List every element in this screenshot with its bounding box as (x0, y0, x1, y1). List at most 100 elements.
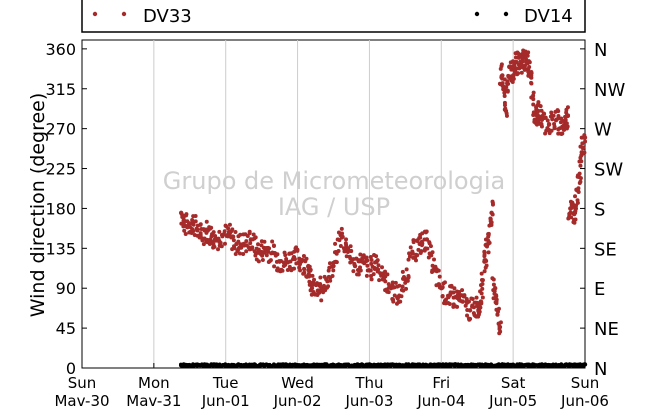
data-point (383, 279, 388, 284)
data-point (440, 293, 445, 298)
data-point (239, 245, 244, 250)
data-point (491, 277, 496, 282)
data-point (302, 270, 307, 275)
data-point (505, 89, 510, 94)
data-point (337, 238, 342, 243)
data-point (428, 244, 433, 249)
data-point (451, 290, 456, 295)
data-point (466, 299, 471, 304)
data-point (201, 242, 206, 247)
data-point (582, 135, 588, 140)
data-point (470, 296, 475, 301)
data-point (182, 228, 187, 233)
data-point (404, 267, 409, 272)
data-point (573, 194, 578, 199)
data-point (576, 189, 581, 194)
data-point (432, 257, 437, 262)
data-point (222, 241, 227, 246)
data-point (233, 230, 238, 235)
data-point (546, 122, 551, 127)
data-point (295, 248, 300, 253)
data-point (310, 273, 315, 278)
data-point (207, 242, 212, 247)
data-point (318, 275, 323, 280)
data-point (256, 259, 261, 264)
data-point (283, 253, 288, 258)
data-point (398, 299, 403, 304)
data-point (415, 253, 420, 258)
x-tick-label-date: Mav-31 (126, 392, 181, 409)
data-point (498, 320, 503, 325)
data-point (442, 280, 447, 285)
data-point (383, 269, 388, 274)
data-point (523, 63, 528, 68)
data-point (498, 66, 503, 71)
data-point (490, 200, 495, 205)
data-point (504, 84, 509, 89)
watermark-line-1: Grupo de Micrometeorologia (163, 167, 505, 195)
compass-label: S (594, 199, 605, 220)
data-point (344, 254, 349, 259)
data-point (498, 325, 503, 330)
data-point (326, 268, 331, 273)
gridlines (153, 40, 514, 368)
data-point (245, 234, 250, 239)
data-point (512, 63, 517, 68)
data-point (573, 217, 578, 222)
data-point (231, 234, 236, 239)
data-point (511, 76, 516, 81)
data-point (551, 113, 556, 118)
data-point (358, 268, 363, 273)
data-point (244, 239, 249, 244)
data-point (526, 59, 531, 64)
data-point (349, 248, 354, 253)
data-point (482, 250, 487, 255)
data-point (526, 50, 531, 55)
data-point (419, 249, 424, 254)
x-tick-label-date: Jun-06 (560, 392, 609, 409)
data-point (345, 246, 350, 251)
data-point (538, 104, 543, 109)
data-point (539, 108, 544, 113)
data-point (371, 272, 376, 277)
data-point (565, 124, 570, 129)
data-point (369, 277, 374, 282)
data-point (340, 234, 345, 239)
data-point (397, 283, 402, 288)
data-point (545, 118, 550, 123)
plot-frame (81, 39, 586, 369)
data-point (364, 273, 369, 278)
data-point (356, 272, 361, 277)
data-point (400, 269, 405, 274)
data-point (275, 252, 280, 257)
data-point (321, 283, 326, 288)
data-point (326, 284, 331, 289)
y-tick-label: 0 (66, 359, 76, 378)
data-point (267, 246, 272, 251)
data-point (578, 176, 583, 181)
x-tick-label-day: Sun (68, 374, 97, 392)
data-point (573, 206, 578, 211)
data-point (582, 150, 587, 155)
data-point (365, 263, 370, 268)
data-point (487, 240, 492, 245)
data-point (375, 258, 380, 263)
data-point (345, 249, 350, 254)
data-point (515, 72, 520, 77)
data-point (566, 113, 571, 118)
data-point (510, 80, 515, 85)
data-point (476, 311, 481, 316)
compass-label: SW (594, 160, 623, 181)
data-point (498, 329, 503, 334)
legend-box (81, 0, 586, 33)
data-point (358, 265, 363, 270)
data-point (380, 265, 385, 270)
data-point (385, 272, 390, 277)
data-point (455, 304, 460, 309)
data-point (480, 286, 485, 291)
data-point (543, 115, 548, 120)
data-point (258, 249, 263, 254)
x-tick-label-day: Sun (571, 374, 600, 392)
data-point (495, 309, 500, 314)
data-point (218, 240, 223, 245)
